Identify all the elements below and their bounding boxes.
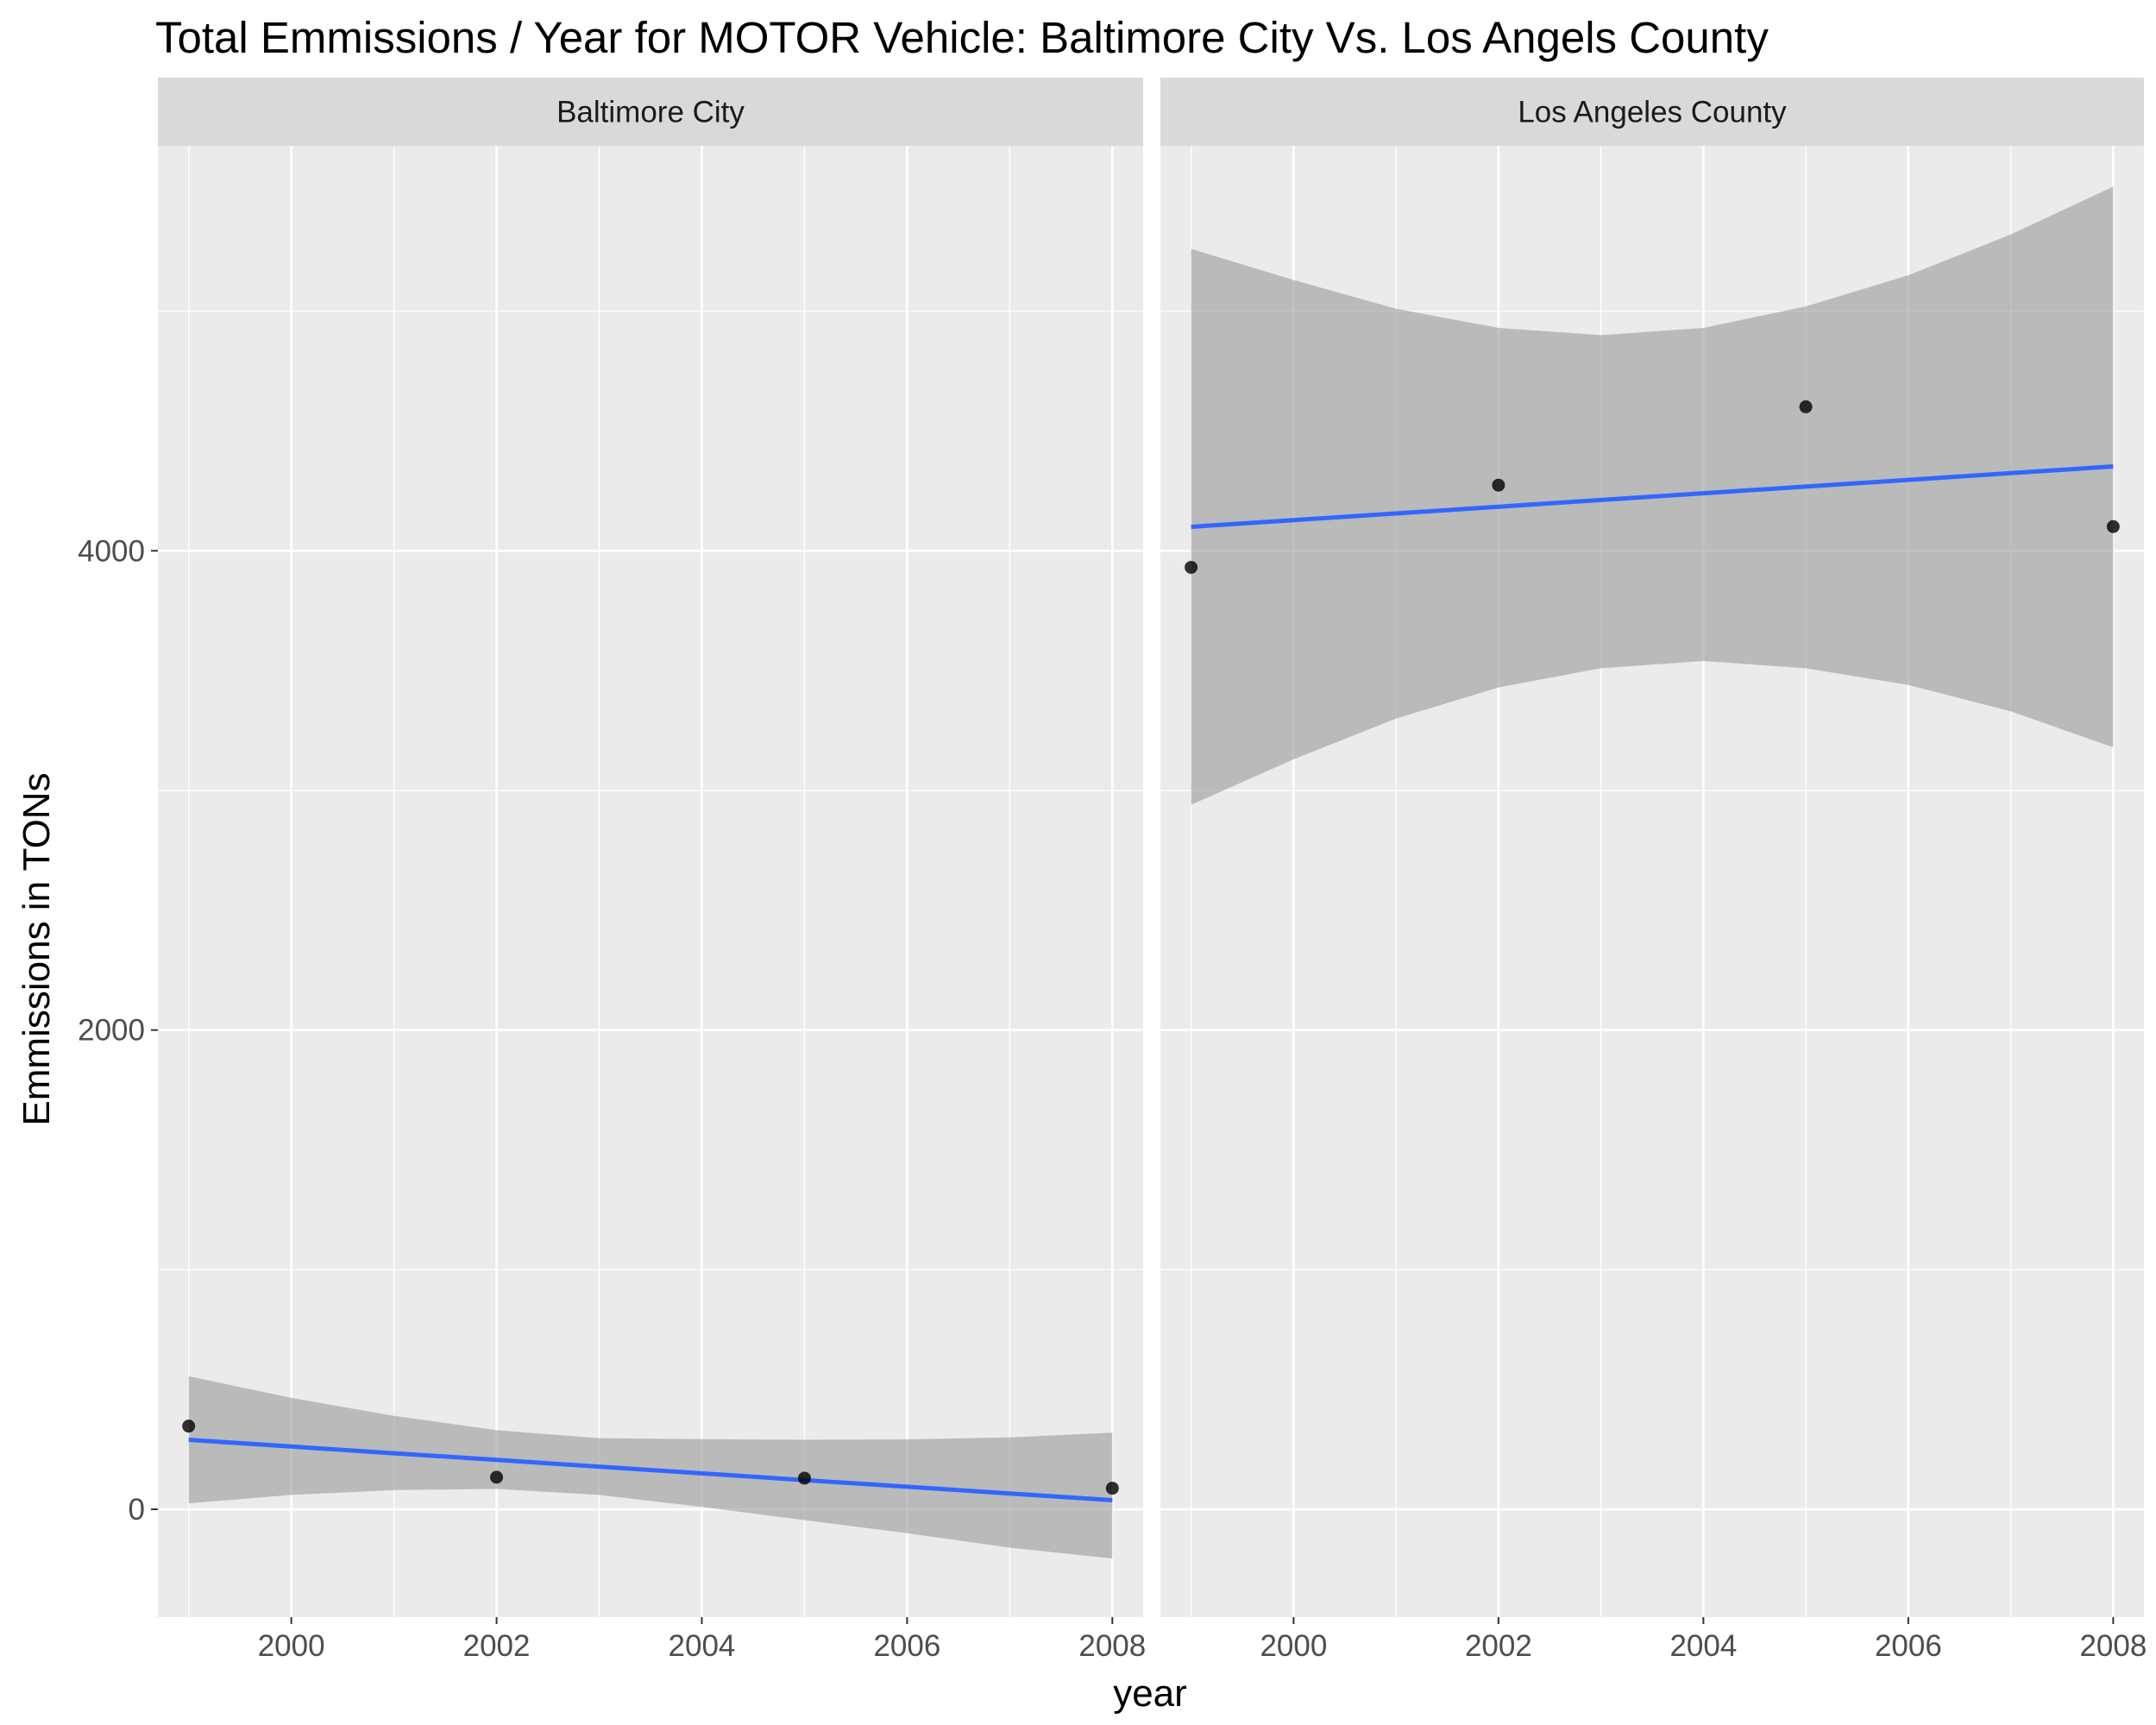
x-tick-label: 2008	[1078, 1629, 1146, 1663]
y-tick-label: 2000	[78, 1014, 145, 1048]
panel-strip-label: Los Angeles County	[1518, 96, 1787, 129]
x-tick-label: 2004	[669, 1629, 736, 1663]
fit-line	[188, 1438, 1113, 1502]
y-tick-label: 0	[129, 1493, 145, 1527]
confidence-band	[188, 1376, 1113, 1558]
data-point	[1799, 400, 1813, 413]
x-tick-label: 2004	[1669, 1629, 1737, 1663]
y-tick-label: 4000	[78, 534, 145, 568]
panel-strip	[158, 78, 1143, 146]
panels: 0 2000 4000 Baltimore City 2000 2002 2004 2006 2…	[78, 78, 2147, 1663]
x-tick-label: 2002	[463, 1629, 531, 1663]
x-tick-label: 2008	[2079, 1629, 2147, 1663]
data-point	[1105, 1482, 1119, 1495]
x-axis-title: year	[1113, 1672, 1187, 1715]
data-point	[1185, 560, 1198, 574]
y-axis-title: Emmissions in TONs	[16, 772, 58, 1125]
panel-background	[158, 146, 1143, 1617]
x-tick-label: 2006	[1875, 1629, 1942, 1663]
panel-2: Los Angeles County 2000 2002 2004 2006 2008	[1160, 78, 2147, 1663]
chart-title: Total Emmissions / Year for MOTOR Vehicl…	[155, 13, 1769, 62]
fit-line	[1191, 464, 2114, 529]
x-tick-label: 2000	[258, 1629, 325, 1663]
data-point	[182, 1420, 196, 1433]
panel-1: Baltimore City 2000 2002 2004 2006 2008	[158, 78, 1146, 1663]
data-point	[2106, 519, 2120, 533]
x-tick-label: 2000	[1260, 1629, 1327, 1663]
panel-strip-label: Baltimore City	[556, 96, 745, 129]
x-tick-label: 2006	[873, 1629, 940, 1663]
data-point	[1492, 478, 1505, 492]
data-point	[797, 1471, 811, 1485]
panel-strip	[1160, 78, 2144, 146]
data-point	[490, 1470, 504, 1484]
x-tick-label: 2002	[1465, 1629, 1532, 1663]
